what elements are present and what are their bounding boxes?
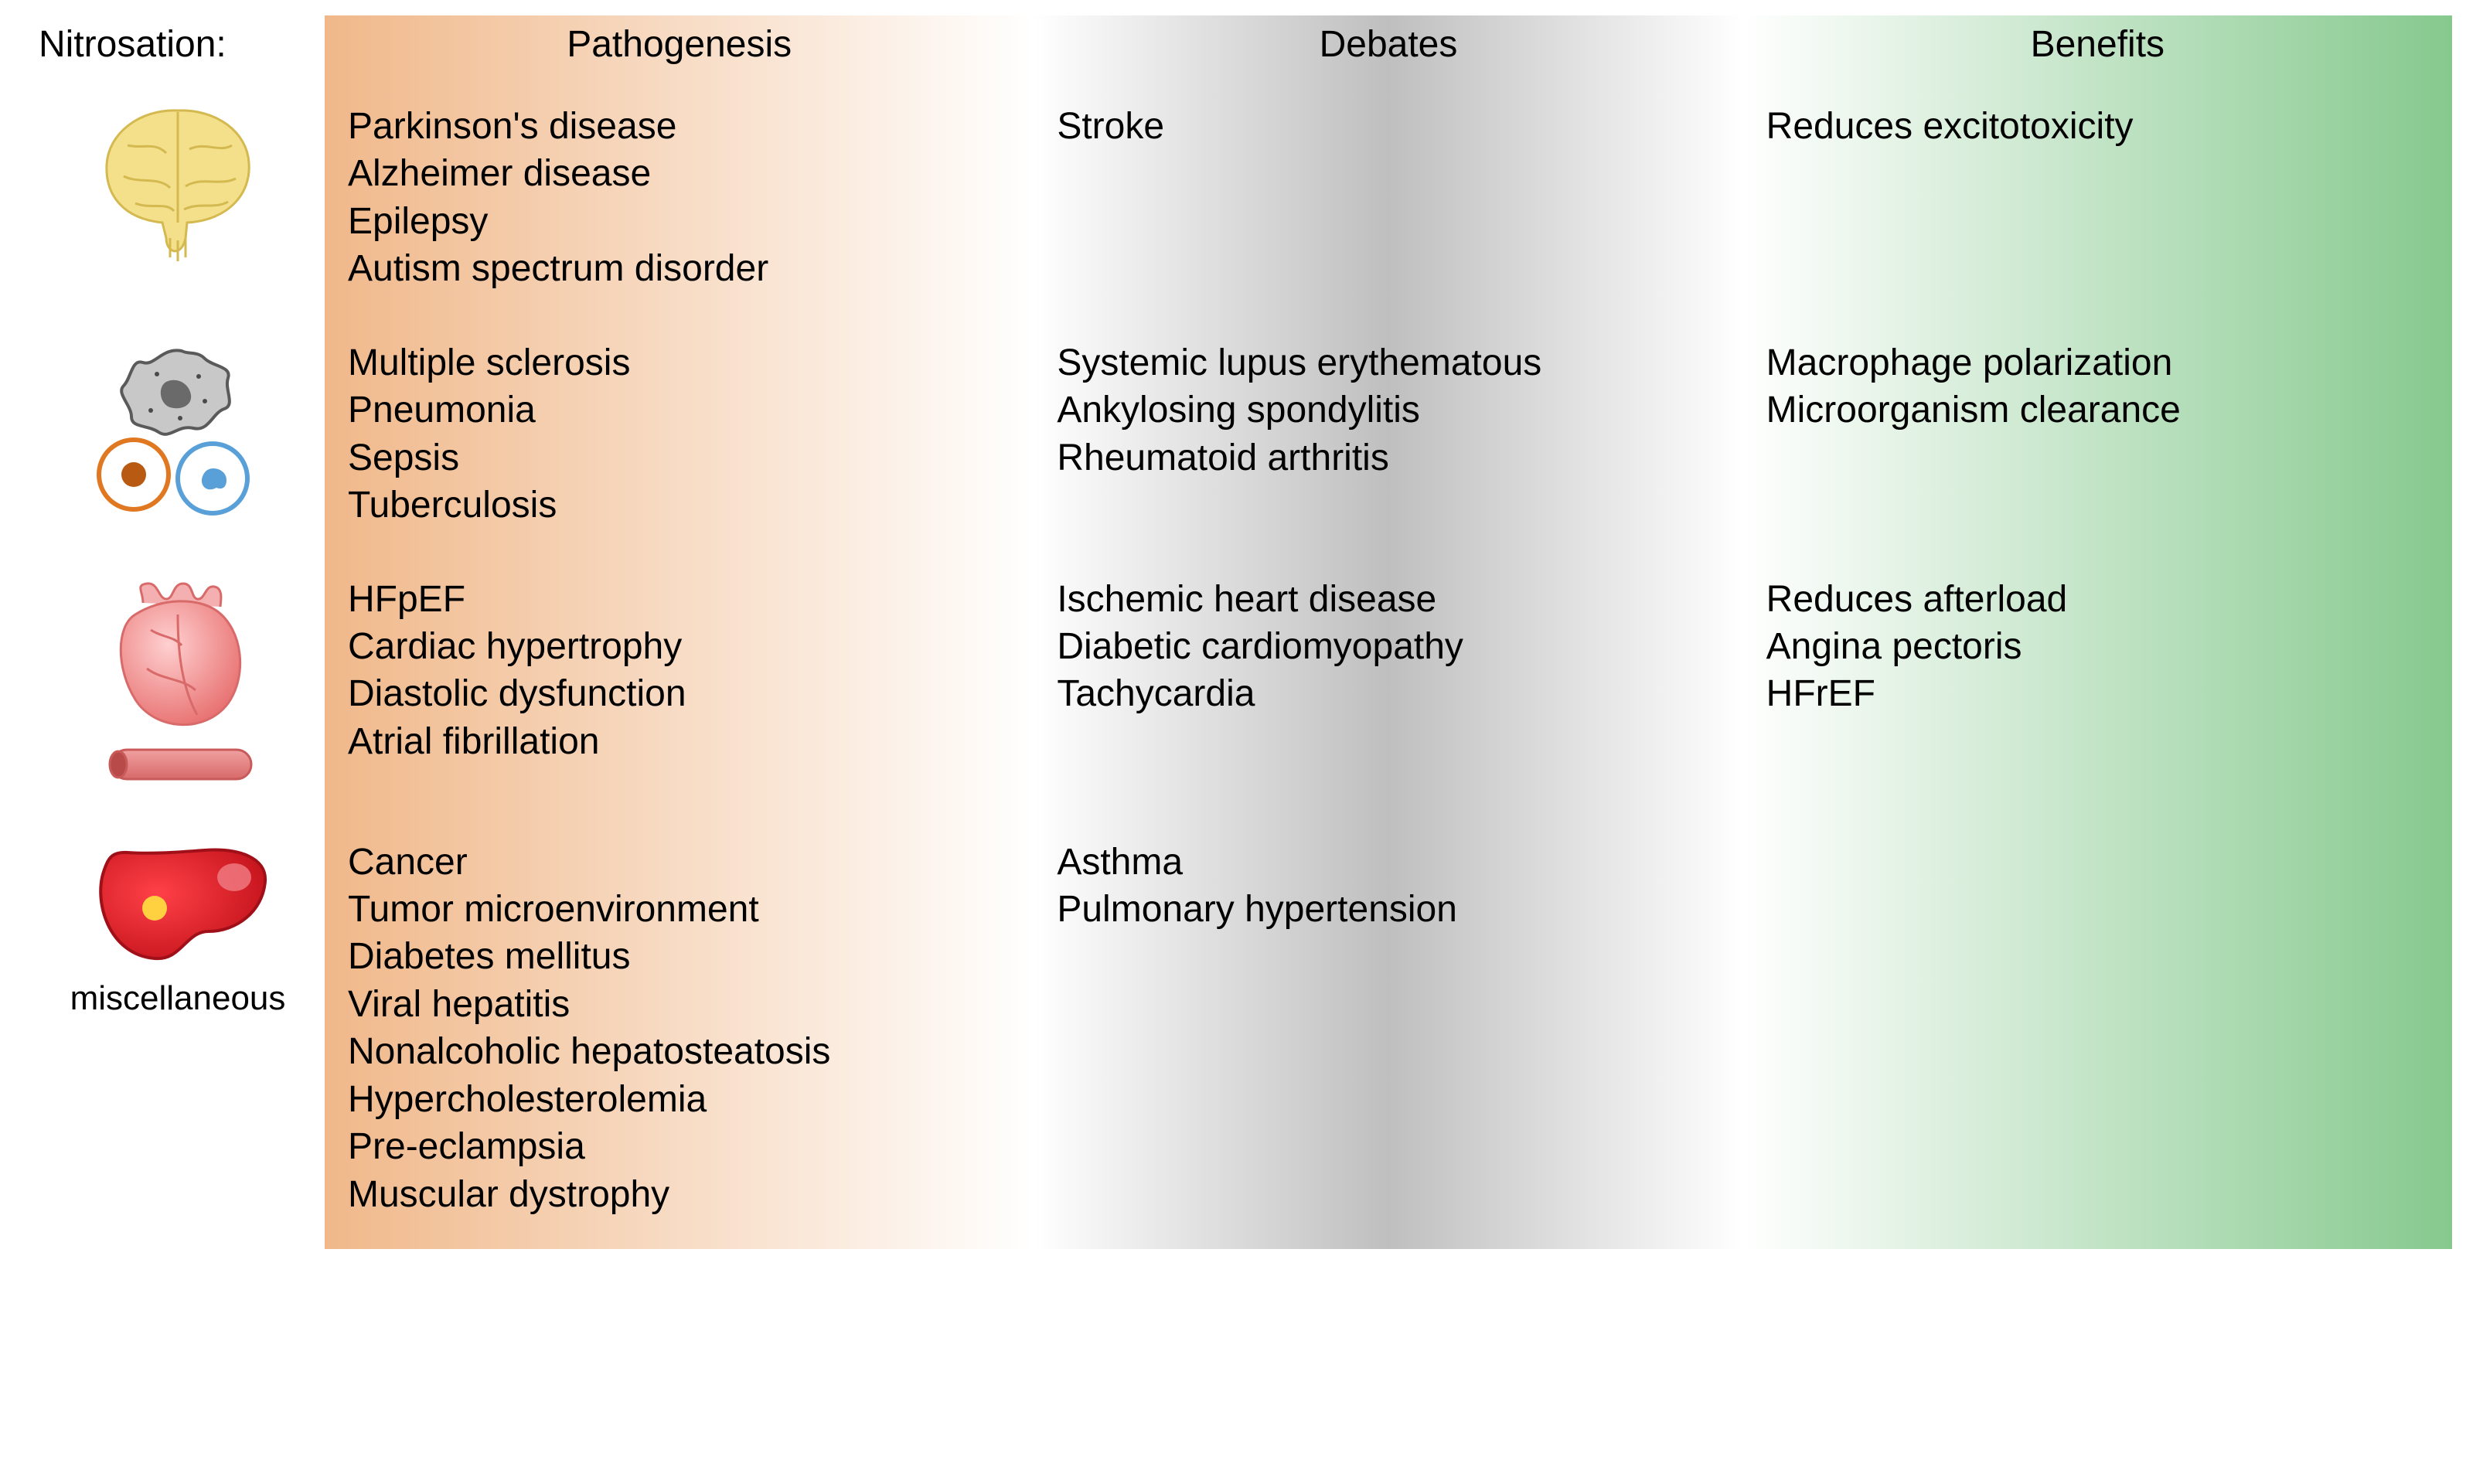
cell-debates-2: Ischemic heart diseaseDiabetic cardiomyo… [1034, 560, 1742, 823]
list-item: Autism spectrum disorder [348, 245, 1018, 292]
list-item: Atrial fibrillation [348, 718, 1018, 765]
cell-debates-3: AsthmaPulmonary hypertension [1034, 823, 1742, 1250]
list-item: Macrophage polarization [1766, 339, 2437, 386]
list-item: Parkinson's disease [348, 103, 1018, 150]
list-item: Muscular dystrophy [348, 1171, 1018, 1218]
cell-benefits-3 [1743, 823, 2452, 1250]
list-item: Pneumonia [348, 386, 1018, 434]
list-item: Epilepsy [348, 198, 1018, 245]
list-item: Ischemic heart disease [1057, 576, 1727, 623]
list-item: Reduces excitotoxicity [1766, 103, 2437, 150]
list-item: Angina pectoris [1766, 623, 2437, 670]
list-item: Alzheimer disease [348, 150, 1018, 197]
list-item: Pre-eclampsia [348, 1123, 1018, 1170]
cell-pathogenesis-2: HFpEFCardiac hypertrophyDiastolic dysfun… [325, 560, 1034, 823]
header-pathogenesis: Pathogenesis [325, 15, 1034, 87]
header-left: Nitrosation: [31, 15, 325, 87]
misc-label: miscellaneous [70, 979, 286, 1018]
list-item: Systemic lupus erythematous [1057, 339, 1727, 386]
list-item: HFpEF [348, 576, 1018, 623]
cell-pathogenesis-3: CancerTumor microenvironmentDiabetes mel… [325, 823, 1034, 1250]
icon-cell-brain [31, 87, 325, 324]
list-item: Tachycardia [1057, 670, 1727, 717]
list-item: Hypercholesterolemia [348, 1076, 1018, 1123]
list-item: Diastolic dysfunction [348, 670, 1018, 717]
icon-cell-heart [31, 560, 325, 823]
cell-benefits-2: Reduces afterloadAngina pectorisHFrEF [1743, 560, 2452, 823]
list-item: Multiple sclerosis [348, 339, 1018, 386]
cell-debates-1: Systemic lupus erythematousAnkylosing sp… [1034, 324, 1742, 560]
list-item: Viral hepatitis [348, 981, 1018, 1028]
list-item: Cardiac hypertrophy [348, 623, 1018, 670]
immune-cells-icon [89, 339, 267, 517]
list-item: Ankylosing spondylitis [1057, 386, 1727, 434]
list-item: Cancer [348, 839, 1018, 886]
list-item: Tuberculosis [348, 482, 1018, 529]
icon-cell-immune [31, 324, 325, 560]
icon-cell-liver: miscellaneous [31, 823, 325, 1250]
header-benefits: Benefits [1743, 15, 2452, 87]
list-item: Sepsis [348, 434, 1018, 482]
infographic-grid: Nitrosation: Pathogenesis Debates Benefi… [31, 15, 2452, 1249]
cell-benefits-0: Reduces excitotoxicity [1743, 87, 2452, 324]
list-item: Asthma [1057, 839, 1727, 886]
list-item: Pulmonary hypertension [1057, 886, 1727, 933]
cell-pathogenesis-0: Parkinson's diseaseAlzheimer diseaseEpil… [325, 87, 1034, 324]
cell-pathogenesis-1: Multiple sclerosisPneumoniaSepsisTubercu… [325, 324, 1034, 560]
list-item: Tumor microenvironment [348, 886, 1018, 933]
list-item: Nonalcoholic hepatosteatosis [348, 1028, 1018, 1075]
list-item: Diabetic cardiomyopathy [1057, 623, 1727, 670]
list-item: HFrEF [1766, 670, 2437, 717]
list-item: Microorganism clearance [1766, 386, 2437, 434]
list-item: Diabetes mellitus [348, 933, 1018, 980]
list-item: Stroke [1057, 103, 1727, 150]
header-debates: Debates [1034, 15, 1742, 87]
list-item: Reduces afterload [1766, 576, 2437, 623]
list-item: Rheumatoid arthritis [1057, 434, 1727, 482]
brain-icon [93, 103, 263, 265]
heart-vessel-icon [89, 576, 267, 792]
liver-icon [81, 839, 274, 970]
cell-debates-0: Stroke [1034, 87, 1742, 324]
cell-benefits-1: Macrophage polarizationMicroorganism cle… [1743, 324, 2452, 560]
